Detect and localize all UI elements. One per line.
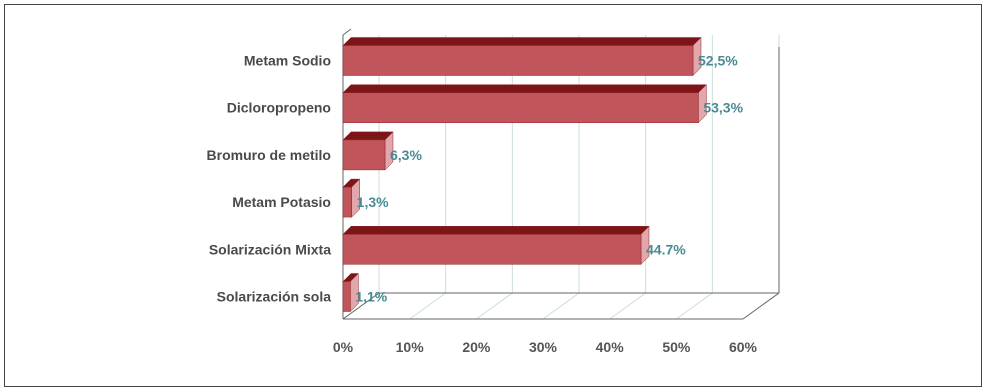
bar-top-bromuro-de-metilo [342,131,394,141]
bar-bromuro-de-metilo [342,139,386,171]
data-label-metam-sodio: 52,5% [698,53,738,69]
floor-left-edge [342,292,380,320]
bar-top-metam-sodio [342,37,702,46]
floor-right-edge [742,292,780,320]
data-label-metam-potasio: 1,3% [357,194,389,210]
bar-metam-sodio [342,45,694,76]
category-label-dicloropropeno: Dicloropropeno [227,100,331,116]
floor-gridline [409,292,446,320]
category-label-metam-potasio: Metam Potasio [232,194,331,210]
bar-solarizacion-sola [342,281,351,312]
bar-metam-potasio [342,186,352,218]
data-label-solarizacion-sola: 1,1% [355,289,387,305]
data-label-solarizacion-mixta: 44.7% [646,241,686,257]
x-tick-label: 40% [596,339,625,355]
bar-dicloropropeno [342,92,699,123]
floor-gridline [609,292,646,320]
category-label-bromuro-de-metilo: Bromuro de metilo [207,147,331,163]
y-axis-top-edge [342,28,352,36]
category-label-metam-sodio: Metam Sodio [244,53,331,69]
x-tick-label: 50% [662,339,691,355]
bar-chart: 0% 10% 20% 30% 40% 50% 60% Metam Sodio 52,5% Dicl… [207,28,780,355]
data-label-bromuro-de-metilo: 6,3% [390,147,422,163]
floor-gridline [542,292,580,320]
floor-gridline [476,292,513,320]
x-tick-label: 0% [333,339,354,355]
floor-gridline [676,292,713,320]
x-tick-label: 30% [529,339,558,355]
category-label-solarizacion-sola: Solarización sola [217,289,332,305]
x-tick-label: 20% [462,339,491,355]
bar-top-dicloropropeno [342,84,707,93]
category-label-solarizacion-mixta: Solarización Mixta [209,241,331,257]
x-tick-label: 10% [396,339,425,355]
bar-top-solarizacion-mixta [342,226,650,235]
chart-frame: 0% 10% 20% 30% 40% 50% 60% Metam Sodio 52,5% Dicl… [4,4,982,387]
data-label-dicloropropeno: 53,3% [703,100,743,116]
x-tick-label: 60% [729,339,758,355]
bar-solarizacion-mixta [342,234,642,265]
